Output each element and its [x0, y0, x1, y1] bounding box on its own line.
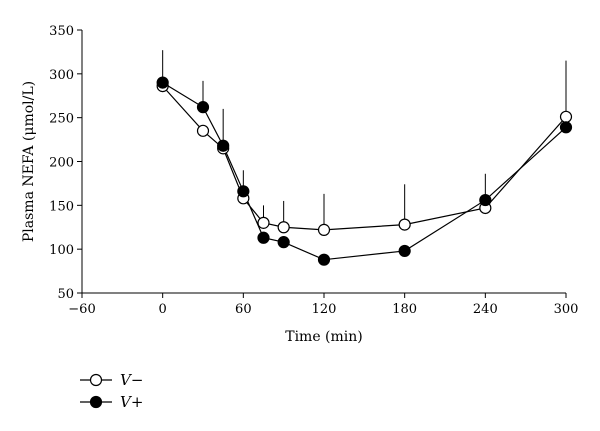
open-data-point: [196, 124, 210, 137]
x-tick-label: 180: [392, 302, 417, 317]
y-tick-label: 300: [49, 68, 74, 83]
y-tick-label: 150: [49, 199, 74, 214]
y-tick-label: 100: [49, 243, 74, 258]
filled-data-point: [196, 101, 210, 114]
open-data-point: [559, 110, 573, 123]
x-ticks: −60 0 60 120 180 240 300: [68, 293, 578, 317]
axes: [81, 30, 566, 294]
open-data-point: [257, 216, 270, 229]
open-data-point: [398, 218, 411, 231]
filled-data-point: [479, 193, 492, 207]
series-markers: [156, 76, 573, 266]
filled-data-point: [257, 231, 270, 244]
x-tick-label: −60: [68, 302, 95, 317]
x-tick-label: 240: [473, 302, 498, 317]
y-axis-label: Plasma NEFA (μmol/L): [21, 81, 37, 242]
filled-data-point: [559, 121, 573, 134]
filled-data-point: [317, 253, 331, 266]
series-lines: [162, 82, 567, 261]
y-ticks: 50 100 150 200 250 300 350: [49, 24, 82, 302]
series-line: [162, 85, 567, 231]
legend-open-marker: [89, 373, 103, 387]
x-tick-label: 0: [159, 302, 167, 317]
y-tick-label: 350: [49, 24, 74, 39]
filled-data-point: [277, 236, 290, 249]
y-tick-label: 50: [57, 287, 74, 302]
y-tick-label: 250: [49, 112, 74, 127]
open-data-point: [317, 223, 331, 236]
legend-filled-marker: [89, 395, 103, 409]
filled-data-point: [237, 185, 250, 198]
series-line: [162, 82, 567, 261]
legend-label: V+: [120, 393, 143, 411]
legend: V− V+: [80, 371, 143, 411]
legend-label: V−: [120, 371, 143, 389]
x-tick-label: 120: [312, 302, 337, 317]
y-tick-label: 200: [49, 156, 74, 171]
x-tick-label: 60: [235, 302, 252, 317]
x-tick-label: 300: [554, 302, 579, 317]
filled-data-point: [156, 76, 169, 89]
filled-data-point: [398, 244, 411, 258]
open-data-point: [277, 221, 290, 234]
filled-data-point: [217, 139, 230, 152]
x-axis-label: Time (min): [285, 329, 363, 345]
